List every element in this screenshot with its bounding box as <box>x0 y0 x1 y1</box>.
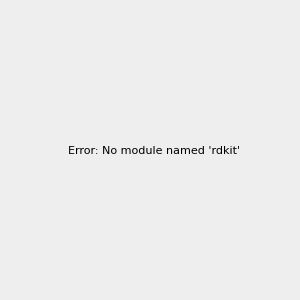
Text: Error: No module named 'rdkit': Error: No module named 'rdkit' <box>68 146 240 157</box>
